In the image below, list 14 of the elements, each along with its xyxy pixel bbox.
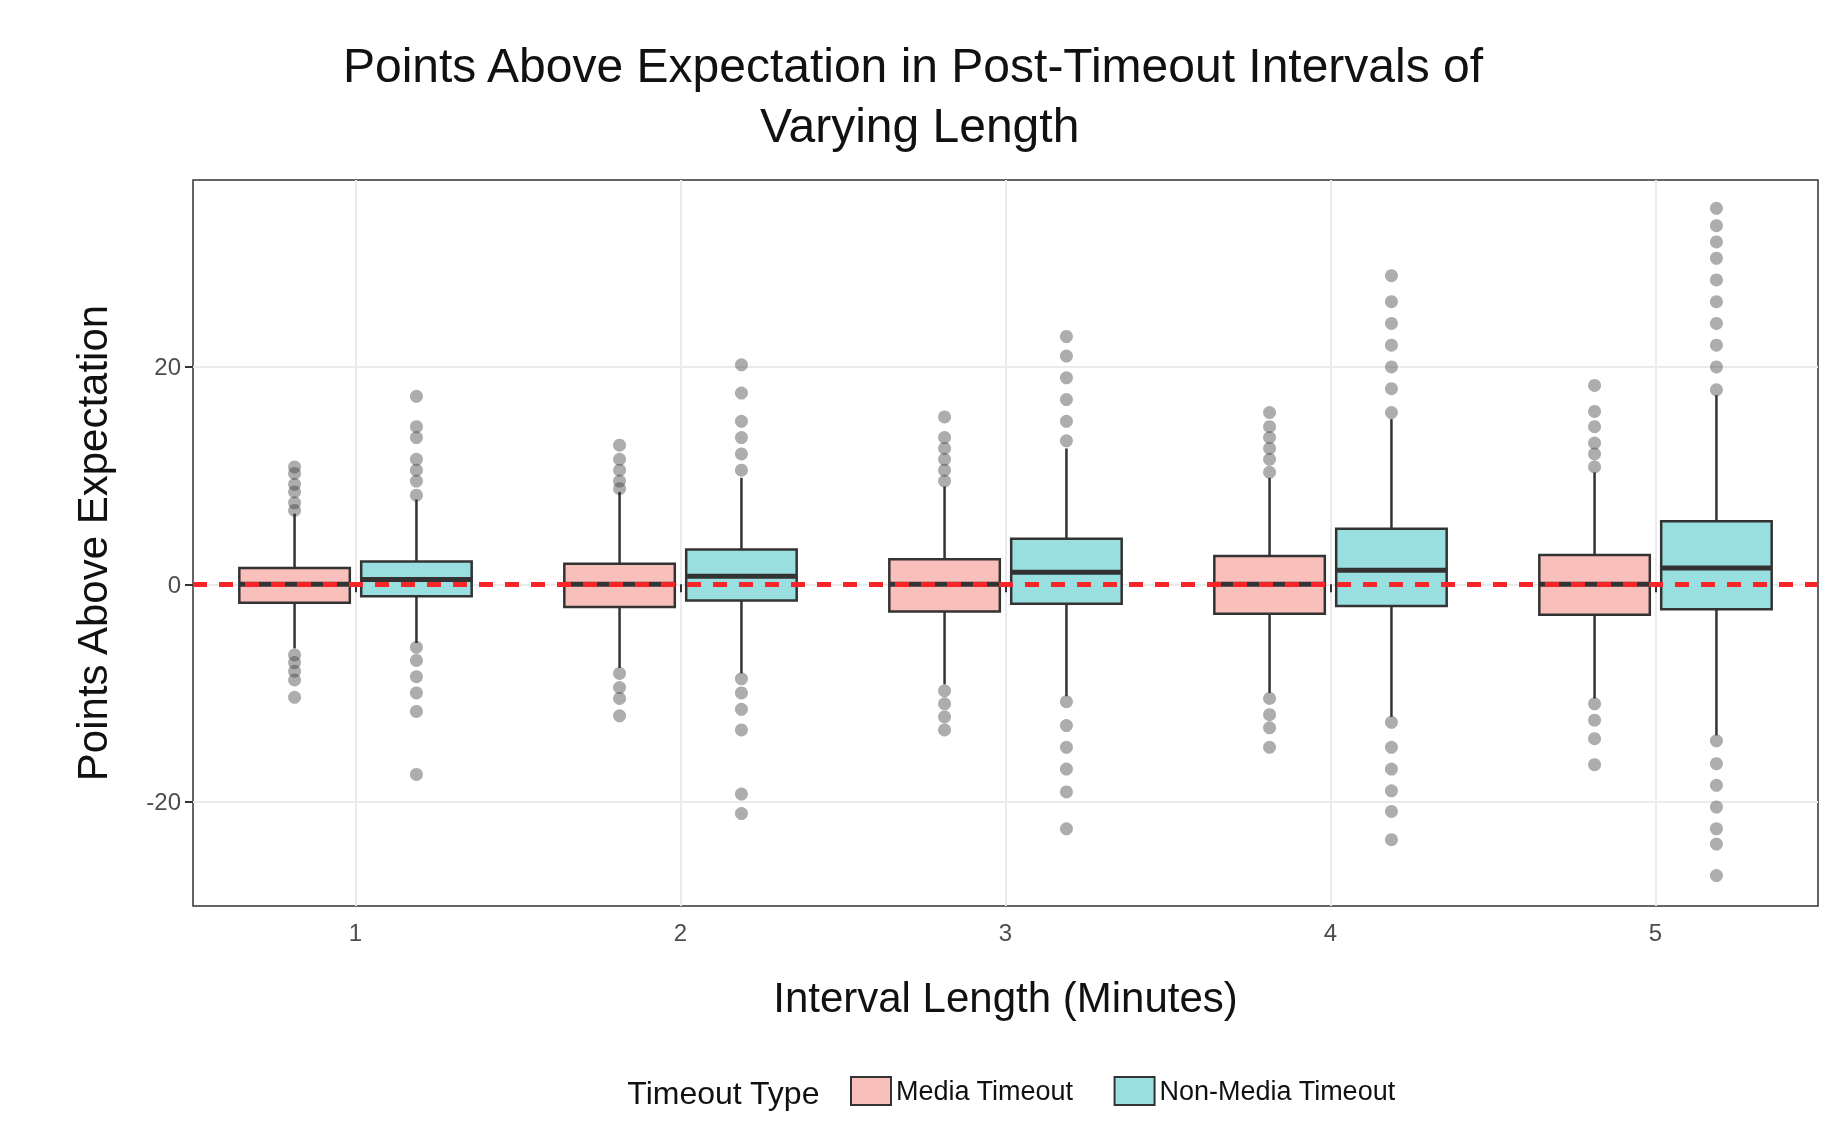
- y-tick-label: 20: [154, 353, 181, 381]
- x-tick-label: 1: [348, 918, 363, 946]
- x-axis-title: Interval Length (Minutes): [773, 973, 1238, 1021]
- chart-title: Points Above Expectation in Post-Timeout Intervals of Varying Length: [342, 38, 1484, 152]
- y-tick-label: 0: [167, 570, 181, 598]
- x-tick-label: 4: [1323, 918, 1338, 946]
- x-tick-label: 2: [673, 918, 688, 946]
- x-tick-label: 3: [998, 918, 1013, 946]
- legend-title: Timeout Type: [627, 1075, 820, 1111]
- y-axis-title: Points Above Expectation: [68, 304, 116, 782]
- x-tick-label: 5: [1648, 918, 1663, 946]
- legend-label: Non-Media Timeout: [1159, 1076, 1396, 1106]
- legend-label: Media Timeout: [896, 1076, 1074, 1106]
- y-tick-label: -20: [146, 788, 181, 816]
